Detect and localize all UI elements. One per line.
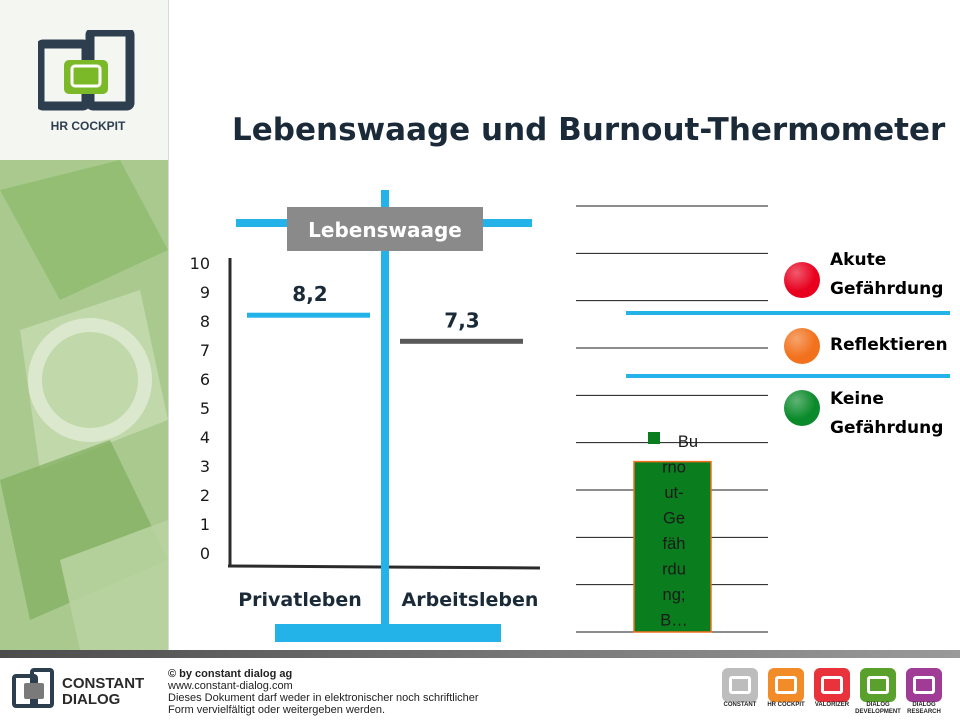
legend-divider-bottom xyxy=(626,374,950,378)
legend-dot-akute xyxy=(784,262,820,298)
legend-label-akute: Akute Gefährdung xyxy=(830,250,944,299)
category-label-privatleben: Privatleben xyxy=(238,589,362,611)
category-labels: Privatleben Arbeitsleben xyxy=(238,589,538,611)
product-label: DIALOG DEVELOPMENT xyxy=(855,702,901,715)
product-logo-2 xyxy=(768,668,804,702)
category-label-arbeitsleben: Arbeitsleben xyxy=(402,589,539,611)
lebenswaage-label: Lebenswaage xyxy=(308,218,462,242)
legend-label-keine: Keine Gefährdung xyxy=(830,389,944,438)
product-logo-3 xyxy=(814,668,850,702)
series-legend-swatch xyxy=(648,432,660,444)
product-label: VALORIZER xyxy=(814,702,850,708)
scale-base xyxy=(275,624,501,642)
y-tick-label: 7 xyxy=(200,341,210,360)
legend-label-reflektieren: Reflektieren xyxy=(830,335,948,355)
bar-arbeitsleben xyxy=(400,338,523,344)
y-tick-label: 6 xyxy=(200,370,210,389)
y-tick-label: 2 xyxy=(200,486,210,505)
thermometer-bar xyxy=(633,460,712,633)
burnout-thermometer-chart: Bu rno ut-Ge fäh rdu ng; B… xyxy=(576,205,768,633)
product-icon xyxy=(775,676,797,694)
scale-pole xyxy=(381,190,389,630)
page-title: Lebenswaage und Burnout-Thermometer xyxy=(232,112,946,148)
product-icon xyxy=(729,676,751,694)
y-tick-label: 8 xyxy=(200,312,210,331)
product-label: HR COCKPIT xyxy=(767,702,805,708)
legend-dot-reflektieren xyxy=(784,328,820,364)
product-label: CONSTANT xyxy=(723,702,757,708)
constant-dialog-logo xyxy=(12,668,54,708)
footer-copyright: © by constant dialog ag www.constant-dia… xyxy=(168,668,479,716)
y-tick-label: 9 xyxy=(200,283,210,302)
value-label-arbeitsleben: 7,3 xyxy=(444,308,479,332)
footer-strip xyxy=(0,650,960,658)
y-tick-label: 3 xyxy=(200,457,210,476)
y-tick-label: 5 xyxy=(200,399,210,418)
value-label-privatleben: 8,2 xyxy=(292,282,327,306)
svg-text:HR COCKPIT: HR COCKPIT xyxy=(51,119,126,133)
product-label: DIALOG RESEARCH xyxy=(907,702,941,715)
company-name: CONSTANT DIALOG xyxy=(62,675,145,708)
legend-divider-top xyxy=(626,311,950,315)
y-tick-label: 10 xyxy=(190,254,210,273)
lebenswaage-label-box xyxy=(287,207,483,251)
value-labels: 8,2 7,3 xyxy=(292,282,479,332)
legend-dot-keine xyxy=(784,390,820,426)
product-logo-5 xyxy=(906,668,942,702)
product-logo-1 xyxy=(722,668,758,702)
y-tick-label: 0 xyxy=(200,544,210,563)
bars xyxy=(247,312,523,344)
hr-cockpit-logo: HR COCKPIT xyxy=(38,30,135,133)
product-icon xyxy=(913,676,935,694)
product-icon xyxy=(821,676,843,694)
product-logo-4 xyxy=(860,668,896,702)
bar-privatleben xyxy=(247,312,370,318)
series-label: Bu rno ut-Ge fäh rdu ng; B… xyxy=(660,433,698,630)
sidebar-divider xyxy=(168,0,169,650)
y-tick-label: 4 xyxy=(200,428,210,447)
y-tick-label: 1 xyxy=(200,515,210,534)
product-icon xyxy=(867,676,889,694)
